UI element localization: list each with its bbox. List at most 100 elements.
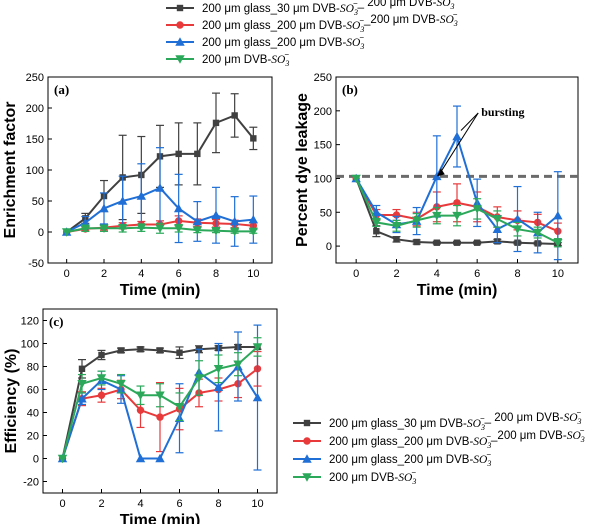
x-tick-label: 4: [434, 268, 440, 280]
legend-superscript: −: [453, 10, 458, 19]
legend-label: 200 μm DVB-SO3−: [329, 468, 416, 486]
x-tick-label: 8: [215, 498, 221, 510]
data-point: [432, 171, 442, 181]
legend-formula: SO: [567, 430, 582, 442]
legend-subscript: 3: [577, 417, 582, 426]
x-tick-label: 8: [213, 268, 219, 280]
series-4: [351, 174, 563, 248]
legend-text-part: 200 μm glass_200 μm DVB-: [329, 454, 473, 466]
data-point: [192, 226, 203, 235]
panel-a-enrichment-chart: 0 2 4 6 8 10 -50 0 50 100 150 200 250 Time (min) Enric…: [2, 72, 273, 299]
legend-superscript: −: [411, 468, 416, 477]
y-tick-label: 50: [32, 196, 44, 208]
legend-text-part: _200 μm DVB-: [363, 14, 440, 26]
legend-entry-3: 200 μm glass_200 μm DVB-SO3−: [166, 33, 364, 51]
legend-text-part: _200 μm DVB-: [490, 430, 567, 442]
data-point: [213, 382, 224, 391]
x-axis-title: Time (min): [417, 282, 498, 299]
data-point: [453, 239, 461, 246]
y-axis-title: Efficiency (%): [3, 349, 20, 454]
legend-subscript: 3: [359, 25, 364, 34]
legend-superscript: −: [486, 432, 491, 441]
data-point: [211, 210, 221, 220]
data-point: [137, 346, 144, 353]
legend-marker: [176, 4, 184, 12]
x-tick-label: 2: [98, 498, 104, 510]
legend-label: 200 μm glass_200 μm DVB-SO3−_200 μm DVB-…: [329, 426, 585, 450]
legend-subscript: 3: [480, 423, 485, 432]
data-point: [553, 238, 563, 248]
legend-formula: SO: [440, 14, 455, 26]
data-point: [433, 239, 441, 246]
data-point: [80, 224, 91, 233]
data-point: [155, 391, 165, 400]
data-point: [77, 379, 87, 389]
x-tick-label: 0: [64, 268, 70, 280]
legend-label: 200 μm DVB-SO3−: [202, 50, 289, 68]
legend-marker: [302, 454, 312, 463]
data-point: [248, 214, 259, 224]
data-point: [229, 216, 240, 226]
data-point: [432, 211, 442, 221]
legend-entry-1: 200 μm glass_30 μm DVB-SO3−_ 200 μm DVB-…: [293, 408, 582, 432]
legend-formula: SO: [473, 436, 488, 448]
series-4: [57, 337, 263, 464]
legend-marker: [303, 419, 311, 427]
data-point: [99, 203, 109, 213]
data-point: [136, 191, 147, 200]
legend-superscript: −: [359, 33, 364, 42]
data-point: [492, 224, 503, 233]
y-tick-label: 20: [27, 431, 39, 443]
y-tick-label: 200: [26, 103, 44, 115]
legend-superscript: −: [359, 16, 364, 25]
data-point: [155, 224, 165, 233]
data-point: [413, 238, 420, 246]
legend-label: 200 μm glass_30 μm DVB-SO3−_ 200 μm DVB-…: [202, 0, 455, 17]
data-point: [351, 174, 361, 184]
data-point: [252, 343, 263, 352]
legend-bottom: 200 μm glass_30 μm DVB-SO3−_ 200 μm DVB-…: [293, 408, 585, 486]
x-axis-title: Time (min): [120, 282, 201, 299]
y-tick-label: 0: [38, 227, 44, 239]
legend-label: 200 μm glass_200 μm DVB-SO3−_200 μm DVB-…: [202, 10, 458, 34]
x-tick-label: 4: [137, 498, 143, 510]
x-tick-label: 6: [176, 268, 182, 280]
data-point: [156, 413, 164, 421]
data-point: [117, 224, 128, 233]
y-tick-label: 60: [27, 385, 39, 397]
data-point: [371, 218, 382, 228]
legend-superscript: −: [284, 50, 289, 59]
y-tick-label: 40: [27, 408, 39, 420]
data-point: [233, 360, 243, 369]
y-axis-title: Percent dye leakage: [294, 93, 311, 247]
data-point: [173, 224, 184, 233]
y-tick-label: 0: [33, 454, 39, 466]
legend-formula: SO: [346, 20, 361, 32]
data-point: [231, 112, 238, 119]
data-point: [391, 222, 402, 231]
data-point: [371, 207, 382, 217]
data-point: [155, 183, 165, 192]
data-point: [173, 203, 184, 213]
y-tick-label: 120: [21, 316, 39, 328]
data-point: [229, 227, 240, 237]
legend-entry-4: 200 μm DVB-SO3−: [293, 468, 416, 486]
legend-top: 200 μm glass_30 μm DVB-SO3−_ 200 μm DVB-…: [166, 0, 458, 68]
legend-formula: SO: [340, 3, 355, 15]
y-tick-label: 0: [326, 241, 332, 253]
data-point: [96, 374, 107, 383]
legend-label: 200 μm glass_30 μm DVB-SO3−_ 200 μm DVB-…: [329, 408, 582, 432]
data-point: [117, 196, 128, 205]
data-point: [117, 347, 125, 354]
x-axis-title: Time (min): [120, 512, 201, 524]
legend-subscript: 3: [411, 477, 416, 486]
series-3: [351, 105, 563, 261]
data-point: [250, 135, 257, 142]
data-point: [176, 349, 183, 356]
legend-entry-1: 200 μm glass_30 μm DVB-SO3−_ 200 μm DVB-…: [166, 0, 455, 17]
legend-text-part: _ 200 μm DVB-: [357, 0, 437, 9]
legend-subscript: 3: [284, 59, 289, 68]
y-tick-label: 50: [320, 207, 332, 219]
panel-label: (a): [54, 82, 69, 97]
annotation-label: bursting: [481, 105, 524, 119]
